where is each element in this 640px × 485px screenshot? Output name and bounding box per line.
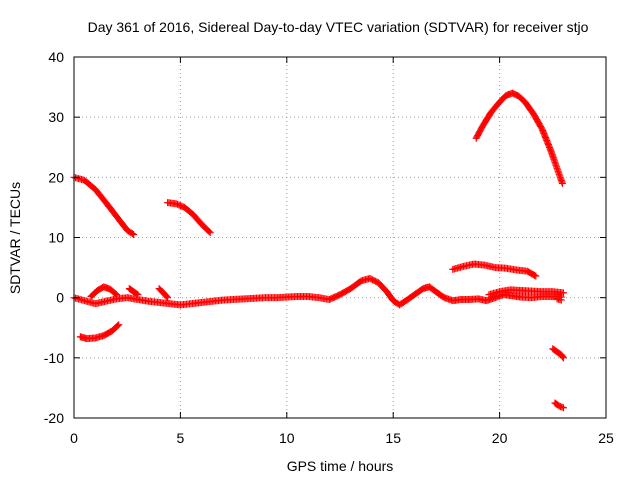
- series-track-a: [70, 173, 138, 238]
- data-point: [559, 354, 567, 362]
- y-tick-label: -10: [44, 350, 64, 366]
- data-layer: [70, 89, 567, 412]
- data-point: [532, 272, 540, 280]
- data-point: [558, 179, 566, 187]
- data-point: [557, 296, 565, 304]
- data-point: [559, 353, 567, 361]
- x-tick-label: 15: [385, 430, 401, 446]
- data-point: [114, 322, 122, 330]
- series-track-j: [125, 285, 142, 299]
- series-track-b: [164, 199, 214, 237]
- tick-layer: 0 5 10 15 20 25 -20 -10 0 10 20 30 40: [44, 49, 614, 446]
- series-track-m: [553, 295, 565, 304]
- data-point: [128, 230, 136, 238]
- x-tick-label: 10: [279, 430, 295, 446]
- data-point: [130, 230, 138, 238]
- x-tick-label: 20: [492, 430, 508, 446]
- data-point: [558, 403, 566, 411]
- series-track-k: [155, 285, 172, 302]
- x-tick-label: 25: [598, 430, 614, 446]
- y-tick-label: 20: [48, 169, 64, 185]
- series-track-f: [549, 345, 567, 362]
- grid-layer: [74, 57, 606, 418]
- y-tick-label: -20: [44, 410, 64, 426]
- data-point: [115, 321, 123, 329]
- y-tick-label: 10: [48, 230, 64, 246]
- data-point: [133, 290, 141, 298]
- series-track-g: [551, 399, 567, 412]
- series-track-e: [76, 321, 123, 343]
- data-point: [559, 404, 567, 412]
- y-tick-label: 40: [48, 49, 64, 65]
- data-point: [205, 228, 213, 236]
- series-track-d: [449, 260, 540, 280]
- data-point: [206, 229, 214, 237]
- data-point: [559, 289, 567, 297]
- series-track-c: [472, 89, 566, 187]
- data-point: [111, 290, 119, 298]
- x-tick-label: 5: [177, 430, 185, 446]
- data-point: [163, 293, 171, 301]
- data-point: [113, 291, 121, 299]
- series-track-i: [87, 283, 121, 300]
- x-tick-label: 0: [70, 430, 78, 446]
- y-tick-label: 30: [48, 109, 64, 125]
- chart-title: Day 361 of 2016, Sidereal Day-to-day VTE…: [88, 19, 589, 35]
- series-track-h: [70, 274, 565, 309]
- series-track-l: [485, 286, 567, 299]
- x-axis-label: GPS time / hours: [287, 458, 394, 474]
- data-point: [164, 294, 172, 302]
- y-axis-label: SDTVAR / TECUs: [7, 182, 23, 294]
- y-tick-label: 0: [56, 290, 64, 306]
- data-point: [134, 291, 142, 299]
- data-point: [531, 271, 539, 279]
